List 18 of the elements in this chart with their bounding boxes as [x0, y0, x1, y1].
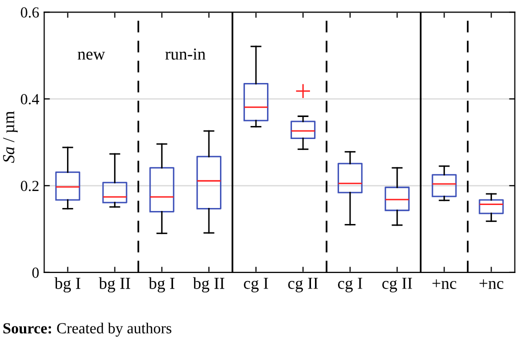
x-tick-label: +nc	[480, 279, 504, 289]
x-tick-label: bg I	[54, 277, 80, 292]
x-tick-label: bg I	[148, 277, 174, 292]
annotation: run-in	[165, 48, 206, 60]
y-tick-label: 0.6	[20, 7, 39, 18]
x-tick-label: +nc	[432, 279, 456, 289]
y-tick-label: 0	[32, 268, 39, 278]
x-tick-label: cg II	[288, 278, 318, 292]
y-axis-title: Sa / µm	[3, 111, 18, 163]
y-tick-label: 0.4	[20, 94, 40, 104]
x-tick-label: cg I	[338, 278, 362, 292]
y-tick-label: 0.2	[20, 180, 38, 192]
x-tick-label: bg II	[192, 277, 224, 292]
x-tick-label: cg I	[244, 278, 268, 292]
x-tick-label: bg II	[98, 277, 130, 292]
annotation: new	[78, 52, 106, 60]
source-note: Source: Created by authors	[3, 322, 172, 337]
x-tick-label: cg II	[382, 278, 412, 292]
